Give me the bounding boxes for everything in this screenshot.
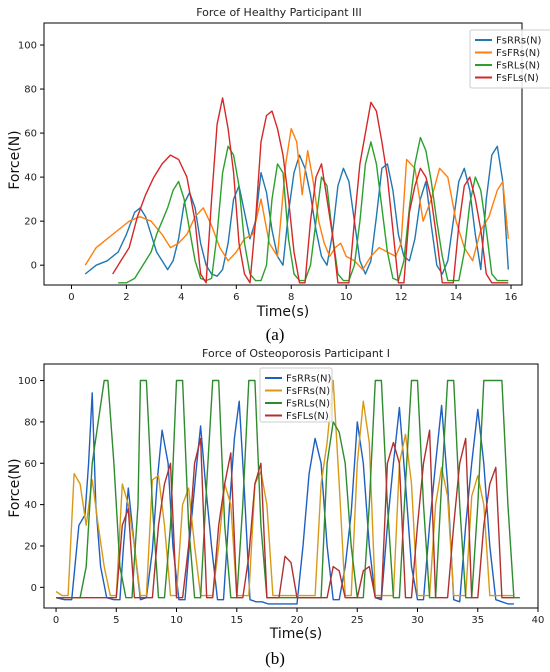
chart-a-x-ticks: 0 2 4 6 8 10 12 14 16 [68,285,517,303]
chart-b-x-tick-label: 35 [471,615,484,626]
chart-a-y-tick-label: 20 [24,217,37,228]
chart-a-legend-entry: FsRRs(N) [496,36,541,47]
chart-b-y-tick-label: 20 [24,541,37,552]
chart-b-x-tick-label: 0 [53,615,59,626]
chart-b-x-tick-label: 15 [230,615,243,626]
chart-a-series-line-3 [118,136,509,284]
chart-b-x-tick-label: 10 [170,615,183,626]
chart-a-series-line-2 [84,127,509,271]
chart-b-y-tick-label: 80 [24,417,37,428]
chart-b-legend-entry: FsRRs(N) [286,374,331,385]
chart-a-x-tick-label: 16 [505,292,518,303]
chart-b-plot-frame [43,363,539,609]
chart-b-legend-box [259,367,333,423]
chart-a-y-tick-label: 40 [24,173,37,184]
chart-a-x-label: Time(s) [256,304,309,320]
chart-a-x-tick-label: 10 [340,292,353,303]
chart-b-y-tick-label: 100 [18,376,37,387]
chart-a-series-line-4 [112,97,509,284]
chart-a-legend-entry: FsFRs(N) [496,48,540,59]
chart-a-legend-box [469,29,550,89]
chart-b-series-line-4 [56,429,514,599]
chart-b-y-label: Force(N) [7,458,23,517]
panel-b-label: (b) [265,649,285,668]
chart-b-y-ticks: 0 20 40 60 80 100 [18,376,44,594]
chart-b-x-tick-label: 20 [291,615,304,626]
chart-b-x-tick-label: 5 [113,615,119,626]
chart-a-x-tick-label: 2 [123,292,129,303]
chart-b-series-line-2 [55,379,514,597]
chart-a-x-tick-label: 4 [178,292,184,303]
chart-b-x-tick-label: 25 [351,615,364,626]
chart-a-series-lines [84,97,509,284]
chart-b-x-label: Time(s) [269,626,322,642]
chart-a-title: Force of Healthy Participant III [196,6,362,19]
chart-a: Force of Healthy Participant III 0 2 4 6 8 10… [7,6,550,344]
panel-a-label: (a) [266,325,285,344]
chart-b-legend-entry: FsFLs(N) [286,411,329,422]
chart-b-series-line-3 [56,379,520,599]
chart-a-x-tick-label: 12 [395,292,408,303]
chart-b-series-lines [55,379,520,605]
chart-b-legend-entry: FsFRs(N) [286,386,330,397]
chart-b-legend-entry: FsRLs(N) [286,399,330,410]
chart-b-series-line-1 [55,392,514,605]
chart-a-y-tick-label: 80 [24,85,37,96]
chart-a-y-label: Force(N) [7,130,23,189]
chart-a-legend-entry: FsRLs(N) [496,61,540,72]
chart-b-x-tick-label: 30 [411,615,424,626]
chart-b-y-tick-label: 0 [31,583,37,594]
chart-a-x-tick-label: 0 [68,292,74,303]
chart-a-plot-frame [43,22,523,286]
chart-a-y-tick-label: 0 [31,261,37,272]
chart-b-y-tick-label: 60 [24,459,37,470]
chart-a-y-tick-label: 60 [24,129,37,140]
chart-b-x-tick-label: 40 [532,615,545,626]
chart-a-x-tick-label: 8 [288,292,294,303]
chart-a-y-ticks: 0 20 40 60 80 100 [18,41,44,272]
chart-b-title: Force of Osteoporosis Participant I [202,347,390,360]
chart-a-y-tick-label: 100 [18,41,37,52]
chart-b-y-tick-label: 40 [24,500,37,511]
chart-a-x-tick-label: 6 [233,292,239,303]
chart-b: Force of Osteoporosis Participant I 0 5 10… [7,347,544,668]
chart-a-legend-entry: FsFLs(N) [496,73,539,84]
chart-b-x-ticks: 0 5 10 15 20 25 30 35 40 [53,608,545,626]
chart-b-legend: FsRRs(N)FsFRs(N) FsRLs(N)FsFLs(N) [259,367,333,423]
chart-a-legend: FsRRs(N)FsFRs(N) FsRLs(N)FsFLs(N) [469,29,550,89]
chart-a-x-tick-label: 14 [450,292,463,303]
